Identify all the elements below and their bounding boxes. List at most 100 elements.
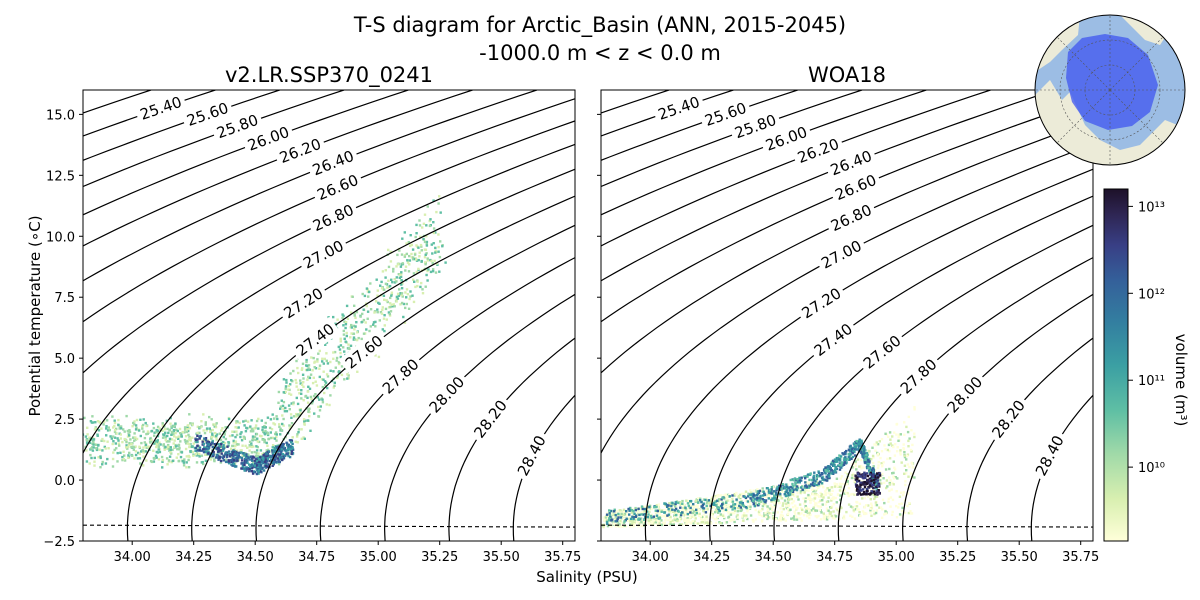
volume-cell — [428, 219, 431, 223]
volume-cell — [168, 455, 172, 458]
volume-cell — [796, 491, 799, 495]
volume-cell — [818, 495, 821, 498]
volume-cell — [730, 495, 733, 499]
volume-cell — [849, 505, 853, 508]
volume-cell — [363, 294, 367, 298]
volume-cell — [372, 321, 376, 324]
volume-cell — [705, 504, 708, 508]
volume-cell — [418, 224, 422, 227]
volume-cell — [764, 499, 768, 502]
volume-cell — [392, 270, 395, 273]
volume-cell — [175, 436, 178, 439]
volume-cell — [872, 478, 875, 482]
volume-cell — [97, 456, 100, 459]
volume-cell — [277, 390, 281, 394]
volume-cell — [188, 413, 191, 416]
volume-cell — [282, 391, 285, 394]
isopycnal-label-bg — [306, 198, 360, 237]
volume-cell — [681, 504, 684, 507]
volume-cell — [861, 453, 864, 456]
volume-cell — [618, 523, 621, 526]
volume-cell — [224, 437, 228, 441]
volume-cell — [750, 496, 754, 499]
volume-cell — [204, 438, 208, 442]
volume-cell — [399, 303, 402, 306]
volume-cell — [884, 510, 887, 513]
volume-cell — [234, 440, 237, 443]
volume-cell — [822, 478, 825, 481]
volume-cell — [809, 483, 813, 486]
volume-cell — [425, 273, 428, 277]
volume-cell — [888, 467, 891, 471]
volume-cell — [813, 494, 817, 497]
volume-cell — [786, 495, 790, 499]
volume-cell — [244, 444, 247, 448]
volume-cell — [388, 312, 391, 316]
volume-cell — [733, 511, 736, 515]
volume-cell — [818, 480, 822, 484]
volume-cell — [874, 449, 877, 452]
volume-cell — [648, 510, 651, 513]
volume-cell — [858, 492, 862, 495]
volume-cell — [875, 509, 879, 512]
volume-cell — [700, 521, 703, 524]
volume-cell — [688, 501, 691, 505]
volume-cell — [163, 448, 166, 451]
volume-cell — [265, 453, 268, 456]
volume-cell — [227, 460, 231, 463]
volume-cell — [388, 284, 392, 288]
volume-cell — [767, 516, 771, 519]
volume-cell — [872, 456, 875, 459]
volume-cell — [871, 488, 874, 492]
isopycnal-label-bg — [210, 108, 265, 144]
volume-cell — [884, 448, 887, 451]
volume-cell — [309, 395, 313, 399]
volume-cell — [863, 483, 866, 486]
volume-cell — [374, 320, 377, 324]
volume-cell — [823, 493, 826, 496]
volume-cell — [220, 452, 223, 455]
volume-cell — [211, 445, 214, 449]
volume-cell — [292, 402, 295, 406]
volume-cell — [787, 498, 791, 501]
isopycnal-label: 26.80 — [828, 201, 875, 235]
volume-cell — [260, 419, 263, 422]
volume-cell — [831, 471, 835, 474]
volume-cell — [387, 265, 391, 269]
volume-cell — [843, 458, 847, 461]
volume-cell — [186, 424, 190, 427]
volume-cell — [213, 443, 216, 446]
volume-cell — [620, 511, 623, 514]
colorbar-tick-label: 10¹¹ — [1138, 374, 1165, 389]
volume-cell — [854, 493, 857, 496]
volume-cell — [415, 270, 418, 274]
volume-cell — [791, 518, 794, 521]
volume-cell — [900, 461, 903, 464]
volume-cell — [782, 502, 785, 505]
volume-cell — [125, 414, 128, 418]
volume-cell — [215, 447, 219, 450]
volume-cell — [206, 440, 209, 443]
volume-cell — [183, 458, 186, 461]
volume-cell — [177, 453, 180, 456]
volume-cell — [169, 422, 172, 425]
volume-cell — [288, 447, 291, 450]
volume-cell — [428, 224, 432, 228]
volume-cell — [677, 510, 680, 513]
volume-cell — [410, 252, 413, 256]
volume-cell — [865, 453, 868, 457]
volume-cell — [789, 491, 792, 494]
volume-cell — [287, 388, 290, 391]
volume-cell — [321, 360, 324, 363]
volume-cell — [89, 453, 92, 457]
volume-cell — [302, 381, 305, 384]
volume-cell — [875, 488, 878, 491]
volume-cell — [807, 489, 810, 492]
volume-cell — [605, 519, 609, 522]
volume-cell — [780, 497, 783, 500]
volume-cell — [728, 495, 731, 498]
volume-cell — [157, 458, 161, 461]
volume-cell — [321, 385, 324, 389]
volume-cell — [715, 501, 718, 505]
